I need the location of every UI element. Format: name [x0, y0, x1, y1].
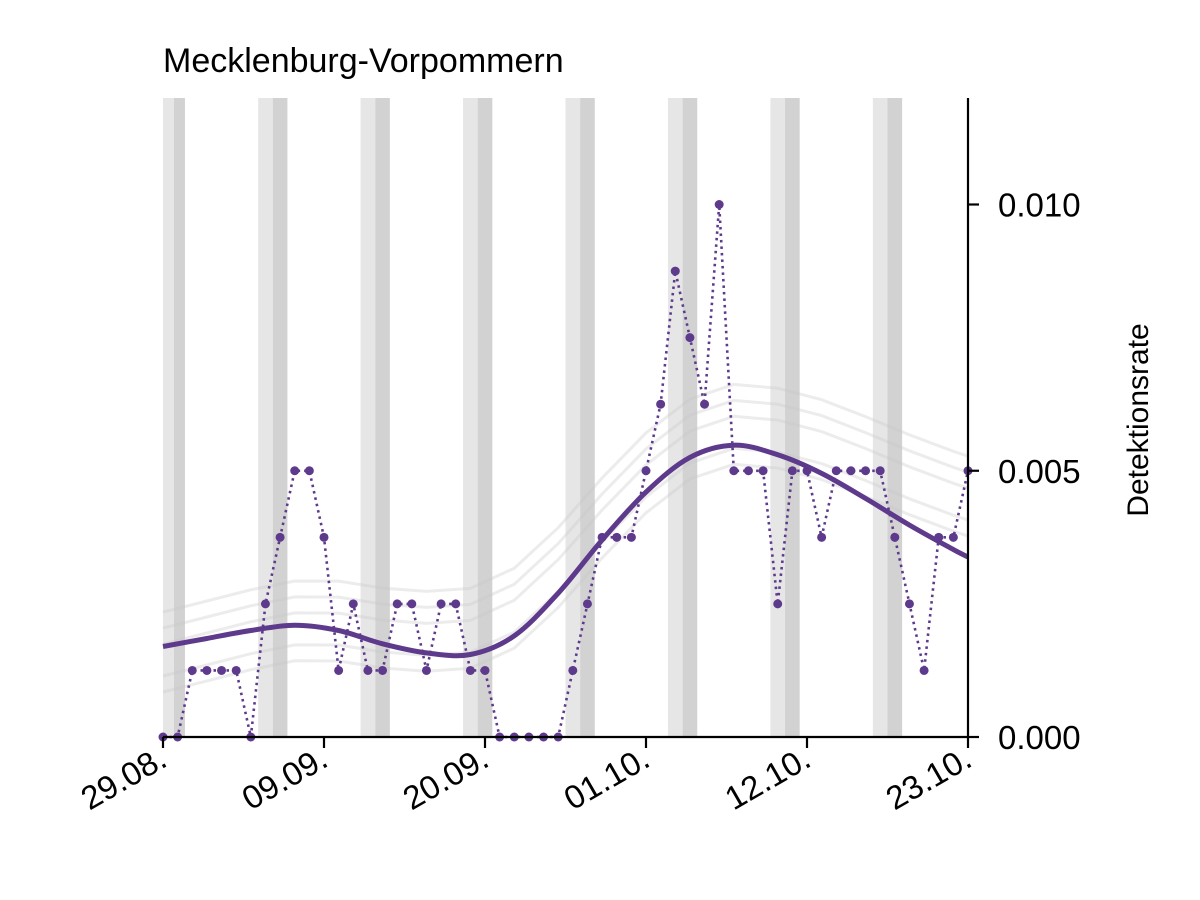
data-point	[787, 466, 797, 476]
data-point	[626, 532, 636, 542]
x-tick-label: 20.09.	[397, 739, 495, 817]
data-point	[714, 200, 724, 209]
data-point	[231, 665, 241, 675]
data-point	[831, 466, 841, 476]
data-point	[260, 599, 270, 609]
chart-title: Mecklenburg-Vorpommern	[163, 42, 564, 80]
weekend-band-light	[667, 98, 683, 737]
weekend-band-light	[770, 98, 786, 737]
x-tick-label: 01.10.	[558, 739, 656, 817]
data-point	[465, 665, 475, 675]
data-point	[202, 665, 212, 675]
data-point	[392, 599, 402, 609]
data-point	[348, 599, 358, 609]
background-trend-line	[162, 398, 969, 630]
background-trend-line	[162, 382, 969, 614]
data-point	[436, 599, 446, 609]
data-point	[670, 266, 680, 276]
weekend-band-light	[872, 98, 888, 737]
y-tick-label: 0.005	[998, 453, 1081, 490]
weekend-band-dark	[477, 98, 493, 737]
weekend-band-dark	[272, 98, 288, 737]
weekend-band-dark	[375, 98, 390, 737]
data-point	[582, 599, 592, 609]
weekend-band-light	[463, 98, 478, 737]
data-point	[846, 466, 856, 476]
data-point	[363, 665, 373, 675]
data-point	[890, 532, 900, 542]
data-point	[685, 333, 695, 343]
data-point	[421, 665, 431, 675]
data-point	[773, 599, 783, 609]
x-tick-label: 29.08.	[75, 739, 173, 817]
data-point	[729, 466, 739, 476]
weekend-band-dark	[887, 98, 903, 737]
weekend-band-light	[258, 98, 273, 737]
data-point	[612, 532, 622, 542]
data-point	[875, 466, 885, 476]
data-point	[378, 665, 388, 675]
data-point	[217, 665, 227, 675]
data-point	[275, 532, 285, 542]
data-point	[700, 399, 710, 409]
data-point	[904, 599, 914, 609]
x-tick-label: 23.10.	[880, 739, 978, 817]
data-point	[407, 599, 417, 609]
data-point	[861, 466, 871, 476]
data-point	[641, 466, 651, 476]
data-point	[187, 665, 197, 675]
data-point	[480, 665, 490, 675]
data-point	[319, 532, 329, 542]
x-tick-label: 12.10.	[719, 739, 817, 817]
data-point	[743, 466, 753, 476]
data-point	[919, 665, 929, 675]
weekend-band-dark	[682, 98, 698, 737]
data-point	[758, 466, 768, 476]
weekend-band-dark	[173, 98, 185, 737]
data-point	[451, 599, 461, 609]
data-point	[334, 665, 344, 675]
data-point	[568, 665, 578, 675]
data-point	[290, 466, 300, 476]
y-tick-label: 0.000	[998, 719, 1081, 756]
data-point	[817, 532, 827, 542]
y-axis-label: Detektionsrate	[1122, 323, 1155, 516]
y-tick-label: 0.010	[998, 187, 1081, 224]
data-point	[948, 532, 958, 542]
background-trend-line	[162, 414, 969, 646]
x-tick-label: 09.09.	[236, 739, 334, 817]
weekend-band-dark	[785, 98, 800, 737]
weekend-band-light	[360, 98, 376, 737]
weekend-shading	[163, 98, 903, 737]
weekend-band-dark	[580, 98, 595, 737]
weekend-band-light	[163, 98, 174, 737]
series-line-trend	[162, 442, 970, 659]
data-point	[656, 399, 666, 409]
data-point	[304, 466, 314, 476]
